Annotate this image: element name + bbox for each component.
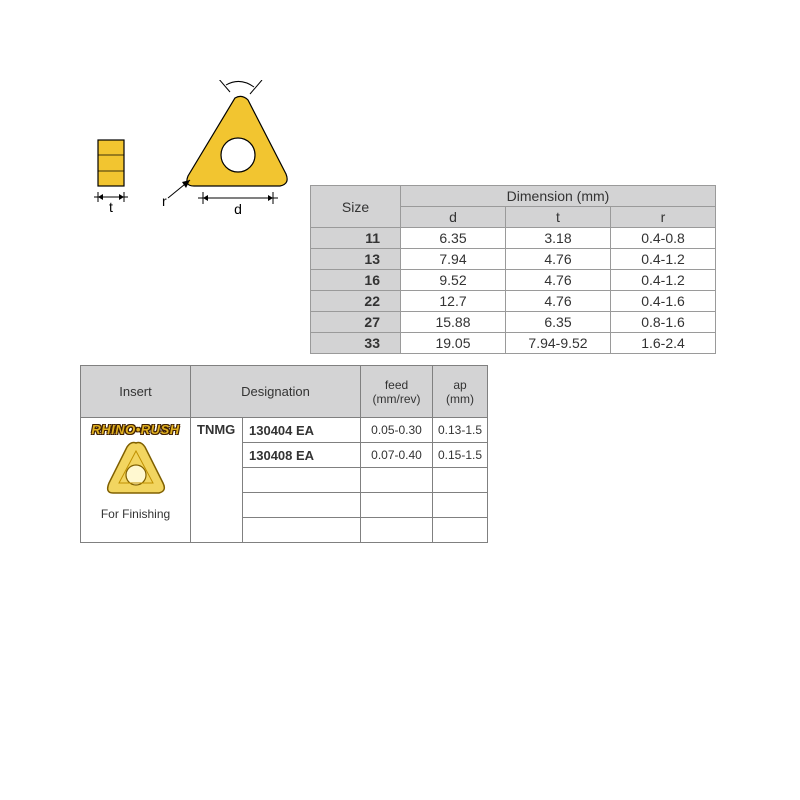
cell-d: 12.7: [401, 291, 506, 312]
cell-d: 7.94: [401, 249, 506, 270]
cell-d: 6.35: [401, 228, 506, 249]
insert-cell: RHINO•RUSH For Finishing: [81, 418, 191, 543]
table-row: RHINO•RUSHFor FinishingTNMG130404 EA0.05…: [81, 418, 488, 443]
cell-r: 0.4-0.8: [611, 228, 716, 249]
ap-cell: [433, 468, 488, 493]
cell-t: 4.76: [506, 249, 611, 270]
designation-table: Insert Designation feed(mm/rev) ap(mm) R…: [80, 365, 488, 543]
cell-size: 22: [311, 291, 401, 312]
header-insert: Insert: [81, 366, 191, 418]
ap-cell: 0.13-1.5: [433, 418, 488, 443]
for-finishing-label: For Finishing: [101, 507, 170, 521]
cell-size: 13: [311, 249, 401, 270]
cell-t: 4.76: [506, 270, 611, 291]
code-cell: [243, 468, 361, 493]
cell-d: 9.52: [401, 270, 506, 291]
code-cell: [243, 493, 361, 518]
dimension-table: Size Dimension (mm) d t r 116.353.180.4-…: [310, 185, 716, 354]
table-row: 116.353.180.4-0.8: [311, 228, 716, 249]
brand-logo: RHINO•RUSH: [91, 422, 179, 437]
header-designation: Designation: [191, 366, 361, 418]
feed-cell: 0.05-0.30: [361, 418, 433, 443]
table-row: 169.524.760.4-1.2: [311, 270, 716, 291]
ap-cell: [433, 518, 488, 543]
code-cell: 130408 EA: [243, 443, 361, 468]
header-size: Size: [311, 186, 401, 228]
insert-diagram: t 60° r d: [90, 80, 340, 250]
table-row: 3319.057.94-9.521.6-2.4: [311, 333, 716, 354]
cell-d: 15.88: [401, 312, 506, 333]
cell-size: 33: [311, 333, 401, 354]
cell-size: 11: [311, 228, 401, 249]
cell-r: 0.4-1.2: [611, 270, 716, 291]
code-cell: 130404 EA: [243, 418, 361, 443]
table-row: 137.944.760.4-1.2: [311, 249, 716, 270]
cell-size: 16: [311, 270, 401, 291]
side-view: t: [94, 140, 128, 215]
cell-r: 0.8-1.6: [611, 312, 716, 333]
header-feed: feed(mm/rev): [361, 366, 433, 418]
header-t: t: [506, 207, 611, 228]
designation-rows: RHINO•RUSH For Finishing TNMG130404 EA0.05…: [81, 418, 488, 543]
cell-t: 6.35: [506, 312, 611, 333]
d-label: d: [234, 201, 242, 217]
cell-t: 4.76: [506, 291, 611, 312]
ap-cell: 0.15-1.5: [433, 443, 488, 468]
cell-t: 3.18: [506, 228, 611, 249]
type-cell: TNMG: [191, 418, 243, 543]
cell-r: 0.4-1.6: [611, 291, 716, 312]
header-r: r: [611, 207, 716, 228]
top-view: 60° r d: [162, 80, 287, 217]
code-cell: [243, 518, 361, 543]
ap-cell: [433, 493, 488, 518]
cell-size: 27: [311, 312, 401, 333]
dimension-rows: 116.353.180.4-0.8137.944.760.4-1.2169.52…: [311, 228, 716, 354]
table-row: 2212.74.760.4-1.6: [311, 291, 716, 312]
feed-cell: 0.07-0.40: [361, 443, 433, 468]
cell-r: 1.6-2.4: [611, 333, 716, 354]
insert-icon: [101, 439, 171, 501]
feed-cell: [361, 493, 433, 518]
table-row: 2715.886.350.8-1.6: [311, 312, 716, 333]
r-label: r: [162, 193, 167, 209]
header-ap: ap(mm): [433, 366, 488, 418]
feed-cell: [361, 518, 433, 543]
t-label: t: [109, 199, 113, 215]
header-dimension: Dimension (mm): [401, 186, 716, 207]
cell-t: 7.94-9.52: [506, 333, 611, 354]
header-d: d: [401, 207, 506, 228]
cell-r: 0.4-1.2: [611, 249, 716, 270]
feed-cell: [361, 468, 433, 493]
cell-d: 19.05: [401, 333, 506, 354]
